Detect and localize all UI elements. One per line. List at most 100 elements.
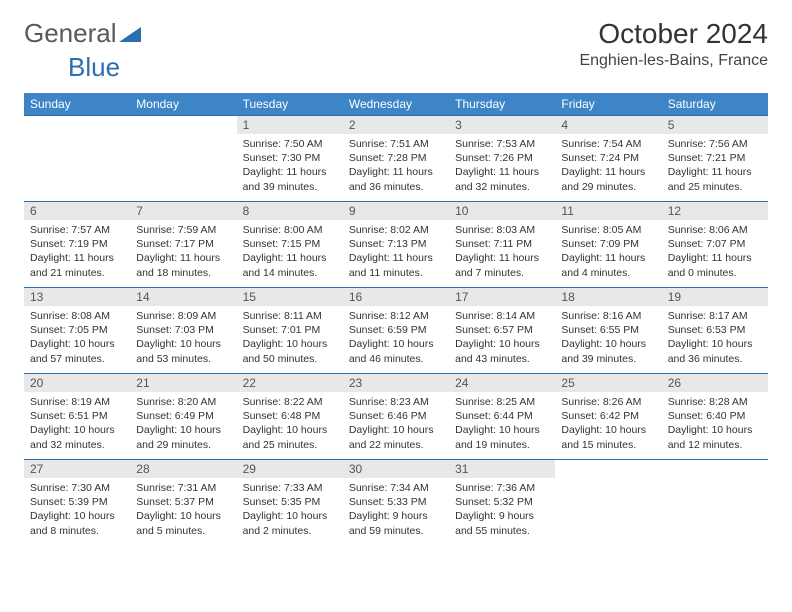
weekday-header: Tuesday: [237, 93, 343, 116]
day-number: 17: [449, 288, 555, 306]
daylight-text: Daylight: 11 hours and 7 minutes.: [455, 251, 549, 279]
logo-text-general: General: [24, 18, 117, 49]
daylight-text: Daylight: 11 hours and 4 minutes.: [561, 251, 655, 279]
sunrise-text: Sunrise: 7:33 AM: [243, 481, 337, 495]
sunrise-text: Sunrise: 7:50 AM: [243, 137, 337, 151]
calendar-day-cell: 31Sunrise: 7:36 AMSunset: 5:32 PMDayligh…: [449, 460, 555, 546]
sunrise-text: Sunrise: 8:25 AM: [455, 395, 549, 409]
sunset-text: Sunset: 6:49 PM: [136, 409, 230, 423]
day-number: 5: [662, 116, 768, 134]
triangle-icon: [119, 18, 141, 49]
day-details: Sunrise: 7:50 AMSunset: 7:30 PMDaylight:…: [237, 134, 343, 198]
sunrise-text: Sunrise: 8:22 AM: [243, 395, 337, 409]
daylight-text: Daylight: 11 hours and 25 minutes.: [668, 165, 762, 193]
month-title: October 2024: [579, 18, 768, 50]
day-details: Sunrise: 7:56 AMSunset: 7:21 PMDaylight:…: [662, 134, 768, 198]
sunset-text: Sunset: 7:11 PM: [455, 237, 549, 251]
sunset-text: Sunset: 6:42 PM: [561, 409, 655, 423]
daylight-text: Daylight: 10 hours and 22 minutes.: [349, 423, 443, 451]
day-number: 4: [555, 116, 661, 134]
calendar-week-row: 6Sunrise: 7:57 AMSunset: 7:19 PMDaylight…: [24, 202, 768, 288]
weekday-header: Sunday: [24, 93, 130, 116]
day-details: Sunrise: 8:25 AMSunset: 6:44 PMDaylight:…: [449, 392, 555, 456]
daylight-text: Daylight: 11 hours and 14 minutes.: [243, 251, 337, 279]
daylight-text: Daylight: 10 hours and 43 minutes.: [455, 337, 549, 365]
sunset-text: Sunset: 7:03 PM: [136, 323, 230, 337]
calendar-week-row: 20Sunrise: 8:19 AMSunset: 6:51 PMDayligh…: [24, 374, 768, 460]
day-details: Sunrise: 8:17 AMSunset: 6:53 PMDaylight:…: [662, 306, 768, 370]
calendar-page: General October 2024 Enghien-les-Bains, …: [0, 0, 792, 558]
daylight-text: Daylight: 11 hours and 11 minutes.: [349, 251, 443, 279]
calendar-day-cell: 27Sunrise: 7:30 AMSunset: 5:39 PMDayligh…: [24, 460, 130, 546]
sunrise-text: Sunrise: 8:00 AM: [243, 223, 337, 237]
day-details: Sunrise: 8:28 AMSunset: 6:40 PMDaylight:…: [662, 392, 768, 456]
calendar-day-cell: [555, 460, 661, 546]
day-details: Sunrise: 7:33 AMSunset: 5:35 PMDaylight:…: [237, 478, 343, 542]
calendar-day-cell: 29Sunrise: 7:33 AMSunset: 5:35 PMDayligh…: [237, 460, 343, 546]
sunrise-text: Sunrise: 7:34 AM: [349, 481, 443, 495]
day-number: 20: [24, 374, 130, 392]
sunset-text: Sunset: 7:05 PM: [30, 323, 124, 337]
sunrise-text: Sunrise: 8:20 AM: [136, 395, 230, 409]
daylight-text: Daylight: 10 hours and 32 minutes.: [30, 423, 124, 451]
calendar-day-cell: [130, 116, 236, 202]
weekday-header: Thursday: [449, 93, 555, 116]
calendar-day-cell: 25Sunrise: 8:26 AMSunset: 6:42 PMDayligh…: [555, 374, 661, 460]
calendar-day-cell: 11Sunrise: 8:05 AMSunset: 7:09 PMDayligh…: [555, 202, 661, 288]
day-details: Sunrise: 8:12 AMSunset: 6:59 PMDaylight:…: [343, 306, 449, 370]
daylight-text: Daylight: 10 hours and 29 minutes.: [136, 423, 230, 451]
sunrise-text: Sunrise: 8:16 AM: [561, 309, 655, 323]
calendar-day-cell: 9Sunrise: 8:02 AMSunset: 7:13 PMDaylight…: [343, 202, 449, 288]
day-number: 14: [130, 288, 236, 306]
day-details: Sunrise: 8:19 AMSunset: 6:51 PMDaylight:…: [24, 392, 130, 456]
day-details: Sunrise: 8:08 AMSunset: 7:05 PMDaylight:…: [24, 306, 130, 370]
sunset-text: Sunset: 6:48 PM: [243, 409, 337, 423]
day-details: Sunrise: 7:34 AMSunset: 5:33 PMDaylight:…: [343, 478, 449, 542]
calendar-week-row: 1Sunrise: 7:50 AMSunset: 7:30 PMDaylight…: [24, 116, 768, 202]
sunrise-text: Sunrise: 8:28 AM: [668, 395, 762, 409]
daylight-text: Daylight: 9 hours and 59 minutes.: [349, 509, 443, 537]
day-details: Sunrise: 7:36 AMSunset: 5:32 PMDaylight:…: [449, 478, 555, 542]
sunrise-text: Sunrise: 8:14 AM: [455, 309, 549, 323]
weekday-header: Saturday: [662, 93, 768, 116]
day-details: Sunrise: 7:51 AMSunset: 7:28 PMDaylight:…: [343, 134, 449, 198]
daylight-text: Daylight: 10 hours and 53 minutes.: [136, 337, 230, 365]
day-number: 29: [237, 460, 343, 478]
day-details: Sunrise: 8:00 AMSunset: 7:15 PMDaylight:…: [237, 220, 343, 284]
day-details: Sunrise: 8:02 AMSunset: 7:13 PMDaylight:…: [343, 220, 449, 284]
sunrise-text: Sunrise: 8:11 AM: [243, 309, 337, 323]
calendar-day-cell: 2Sunrise: 7:51 AMSunset: 7:28 PMDaylight…: [343, 116, 449, 202]
daylight-text: Daylight: 10 hours and 19 minutes.: [455, 423, 549, 451]
calendar-day-cell: 7Sunrise: 7:59 AMSunset: 7:17 PMDaylight…: [130, 202, 236, 288]
daylight-text: Daylight: 10 hours and 39 minutes.: [561, 337, 655, 365]
sunset-text: Sunset: 5:37 PM: [136, 495, 230, 509]
day-details: Sunrise: 8:06 AMSunset: 7:07 PMDaylight:…: [662, 220, 768, 284]
sunrise-text: Sunrise: 8:19 AM: [30, 395, 124, 409]
calendar-day-cell: 1Sunrise: 7:50 AMSunset: 7:30 PMDaylight…: [237, 116, 343, 202]
calendar-week-row: 13Sunrise: 8:08 AMSunset: 7:05 PMDayligh…: [24, 288, 768, 374]
daylight-text: Daylight: 11 hours and 32 minutes.: [455, 165, 549, 193]
sunset-text: Sunset: 7:15 PM: [243, 237, 337, 251]
sunset-text: Sunset: 7:21 PM: [668, 151, 762, 165]
day-details: Sunrise: 8:09 AMSunset: 7:03 PMDaylight:…: [130, 306, 236, 370]
day-details: Sunrise: 8:03 AMSunset: 7:11 PMDaylight:…: [449, 220, 555, 284]
title-block: October 2024 Enghien-les-Bains, France: [579, 18, 768, 70]
day-details: Sunrise: 8:16 AMSunset: 6:55 PMDaylight:…: [555, 306, 661, 370]
calendar-day-cell: 26Sunrise: 8:28 AMSunset: 6:40 PMDayligh…: [662, 374, 768, 460]
day-details: Sunrise: 7:59 AMSunset: 7:17 PMDaylight:…: [130, 220, 236, 284]
day-number: 21: [130, 374, 236, 392]
calendar-day-cell: 23Sunrise: 8:23 AMSunset: 6:46 PMDayligh…: [343, 374, 449, 460]
sunset-text: Sunset: 7:24 PM: [561, 151, 655, 165]
calendar-day-cell: 3Sunrise: 7:53 AMSunset: 7:26 PMDaylight…: [449, 116, 555, 202]
day-number: 31: [449, 460, 555, 478]
sunset-text: Sunset: 6:40 PM: [668, 409, 762, 423]
daylight-text: Daylight: 10 hours and 8 minutes.: [30, 509, 124, 537]
day-number: 18: [555, 288, 661, 306]
day-number: 3: [449, 116, 555, 134]
sunset-text: Sunset: 7:01 PM: [243, 323, 337, 337]
sunset-text: Sunset: 6:53 PM: [668, 323, 762, 337]
day-details: Sunrise: 8:22 AMSunset: 6:48 PMDaylight:…: [237, 392, 343, 456]
logo-text-blue: Blue: [68, 52, 120, 82]
daylight-text: Daylight: 10 hours and 50 minutes.: [243, 337, 337, 365]
calendar-day-cell: 8Sunrise: 8:00 AMSunset: 7:15 PMDaylight…: [237, 202, 343, 288]
